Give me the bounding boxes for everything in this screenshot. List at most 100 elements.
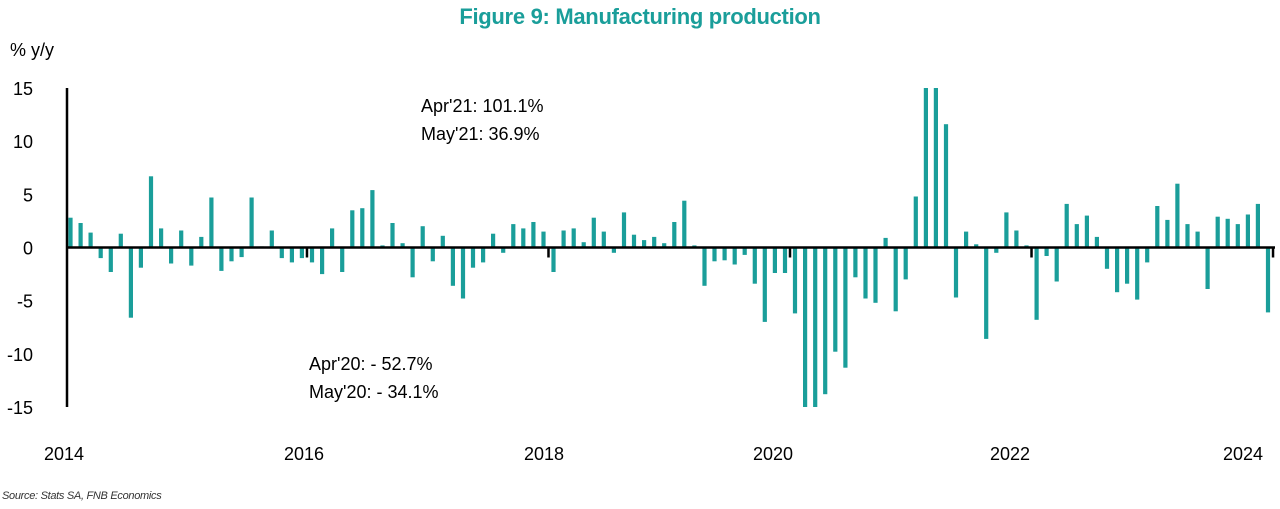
y-tick-label: -15 [7, 398, 33, 418]
bar [1265, 247, 1271, 313]
chart-title: Figure 9: Manufacturing production [459, 4, 821, 29]
bar [662, 243, 667, 248]
bar [299, 247, 304, 259]
bar [1084, 215, 1089, 248]
bar [913, 196, 918, 248]
bar [1215, 216, 1220, 248]
bar [169, 247, 174, 264]
y-tick-labels: 15 10 5 0 -5 -10 -15 [7, 79, 33, 418]
bar [933, 88, 938, 248]
bar [1165, 219, 1170, 248]
bar [792, 247, 798, 314]
bar [491, 233, 496, 248]
bar [1185, 224, 1190, 248]
bar [450, 247, 455, 286]
bar [501, 247, 506, 253]
bar [682, 200, 687, 248]
y-tick-label: 0 [23, 239, 33, 259]
bar [823, 247, 828, 395]
bar [199, 236, 204, 248]
bar [229, 247, 234, 262]
bar [561, 230, 566, 248]
bar [1104, 247, 1110, 269]
bar [571, 228, 576, 248]
bar [813, 247, 818, 407]
annotation-may20: May'20: - 34.1% [309, 382, 439, 402]
bar [1064, 203, 1069, 248]
bars-group [68, 88, 1271, 407]
bar [551, 247, 556, 272]
bar [1255, 203, 1260, 248]
bar [883, 237, 888, 248]
annotation-apr20: Apr'20: - 52.7% [309, 354, 433, 374]
bar [430, 247, 435, 262]
bar [642, 240, 647, 248]
bar [1225, 218, 1230, 248]
bar [148, 176, 154, 248]
bar [470, 247, 476, 268]
bar [289, 247, 294, 263]
y-axis-label: % y/y [10, 40, 55, 60]
y-tick-label: 10 [13, 132, 33, 152]
bar [601, 231, 606, 248]
bar [1034, 247, 1039, 320]
bar [1115, 247, 1120, 293]
y-tick-label: 5 [23, 185, 33, 205]
bar [742, 247, 747, 255]
x-tick-label: 2018 [524, 444, 564, 464]
source-note: Source: Stats SA, FNB Economics [2, 490, 162, 502]
bar [762, 247, 767, 322]
bar [833, 247, 838, 352]
bar [460, 247, 466, 299]
bar [581, 242, 586, 248]
bar [722, 247, 727, 261]
y-tick-label: 15 [13, 79, 33, 99]
bar [128, 247, 133, 318]
bar [631, 234, 637, 248]
bar [672, 222, 677, 248]
bar [1135, 247, 1140, 300]
bar [360, 208, 365, 248]
bar [159, 228, 164, 248]
bar [340, 247, 345, 272]
bar [138, 247, 143, 268]
bar [279, 247, 284, 259]
bar [179, 230, 184, 248]
annotation-may21: May'21: 36.9% [421, 124, 540, 144]
bar [370, 190, 375, 248]
bar [1175, 183, 1180, 248]
bar [511, 224, 516, 248]
bar [943, 124, 949, 248]
bar [752, 247, 757, 284]
bar [1155, 206, 1160, 248]
bar [541, 231, 546, 248]
bar [481, 247, 486, 263]
bar [843, 247, 848, 368]
bar [249, 197, 254, 248]
bar [350, 210, 355, 248]
axes-group [65, 88, 1275, 407]
x-tick-labels: 2014 2016 2018 2020 2022 2024 [44, 444, 1263, 464]
bar [410, 247, 415, 278]
bar [772, 247, 777, 273]
bar [269, 230, 274, 248]
bar [782, 247, 788, 273]
y-tick-label: -10 [7, 345, 33, 365]
bar [521, 228, 526, 248]
x-tick-label: 2014 [44, 444, 84, 464]
bar [118, 233, 123, 248]
bar [189, 247, 194, 266]
bar [1245, 214, 1250, 248]
y-tick-label: -5 [17, 292, 33, 312]
bar [611, 247, 616, 253]
bar [873, 247, 878, 303]
bar [68, 217, 73, 248]
bar [1125, 247, 1130, 284]
bar [652, 236, 657, 248]
bar [621, 212, 627, 248]
bar [974, 244, 979, 248]
bar [1004, 212, 1009, 248]
bar [1195, 231, 1200, 248]
bar [320, 247, 325, 275]
